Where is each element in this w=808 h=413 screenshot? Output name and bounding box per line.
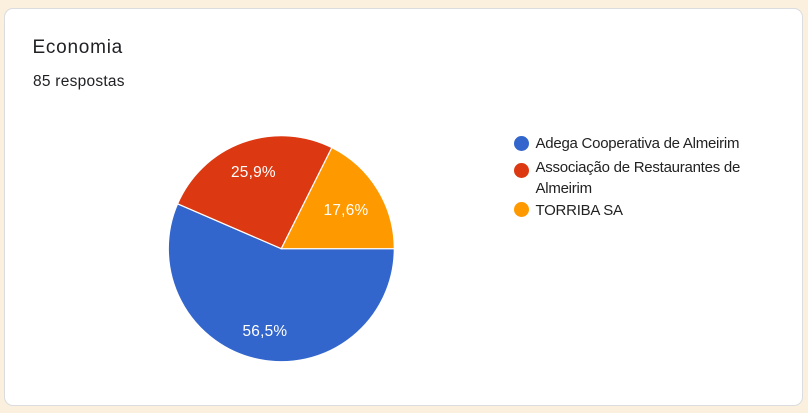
svg-text:25,9%: 25,9% <box>231 164 276 181</box>
svg-text:56,5%: 56,5% <box>242 323 287 340</box>
svg-text:17,6%: 17,6% <box>324 202 369 219</box>
